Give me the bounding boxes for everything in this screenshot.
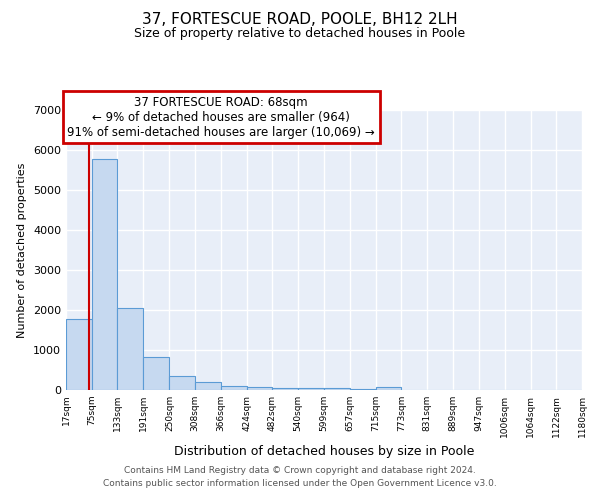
Bar bbox=[350, 389, 376, 390]
Text: 37 FORTESCUE ROAD: 68sqm
← 9% of detached houses are smaller (964)
91% of semi-d: 37 FORTESCUE ROAD: 68sqm ← 9% of detache… bbox=[67, 96, 375, 138]
Y-axis label: Number of detached properties: Number of detached properties bbox=[17, 162, 28, 338]
Bar bbox=[92, 159, 118, 390]
Bar bbox=[324, 388, 350, 390]
Bar bbox=[118, 308, 143, 390]
Bar bbox=[272, 388, 298, 390]
Text: 37, FORTESCUE ROAD, POOLE, BH12 2LH: 37, FORTESCUE ROAD, POOLE, BH12 2LH bbox=[142, 12, 458, 28]
Bar bbox=[195, 382, 221, 390]
Bar bbox=[66, 319, 92, 390]
Bar bbox=[376, 387, 401, 390]
Bar bbox=[221, 386, 247, 390]
Bar bbox=[169, 376, 195, 390]
X-axis label: Distribution of detached houses by size in Poole: Distribution of detached houses by size … bbox=[174, 446, 474, 458]
Text: Size of property relative to detached houses in Poole: Size of property relative to detached ho… bbox=[134, 28, 466, 40]
Bar bbox=[298, 388, 324, 390]
Text: Contains HM Land Registry data © Crown copyright and database right 2024.
Contai: Contains HM Land Registry data © Crown c… bbox=[103, 466, 497, 487]
Bar bbox=[143, 357, 169, 390]
Bar bbox=[247, 387, 272, 390]
